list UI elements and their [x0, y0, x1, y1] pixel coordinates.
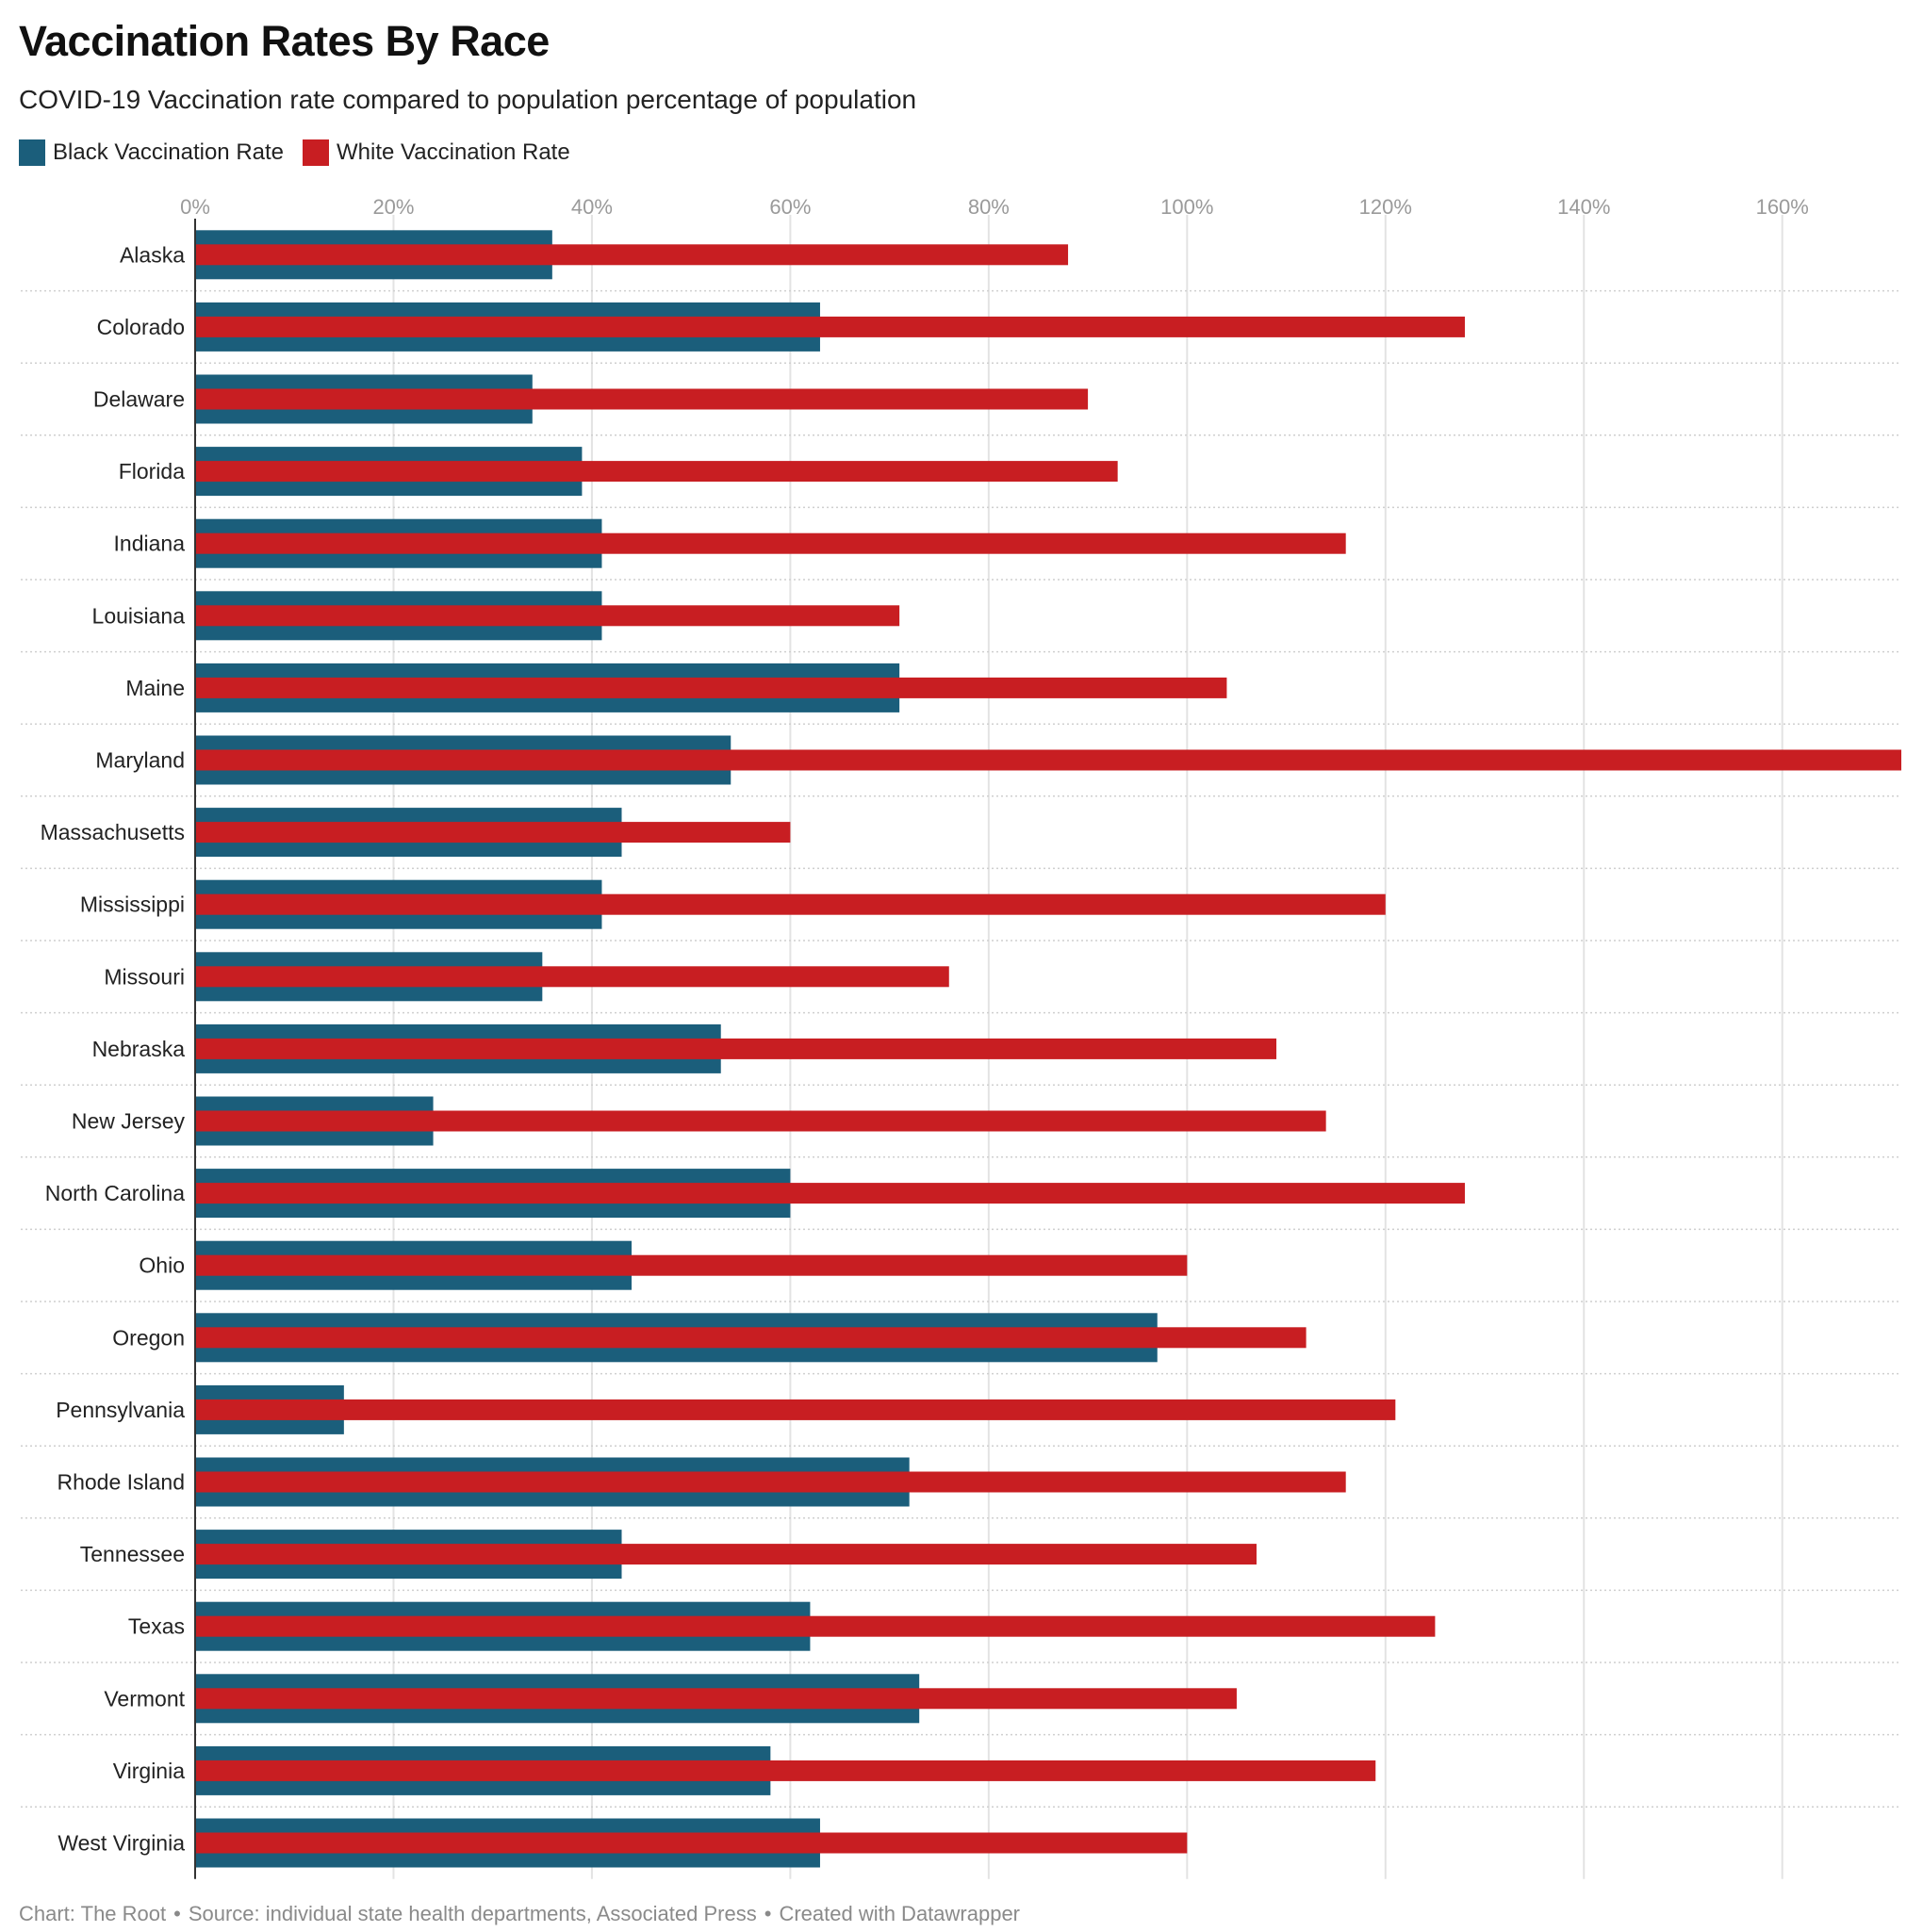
bar-white-oregon: [195, 1327, 1307, 1349]
chart-footer: Chart: The Root • Source: individual state…: [19, 1902, 1020, 1926]
bar-white-maryland: [195, 749, 1901, 771]
chart-title: Vaccination Rates By Race: [19, 17, 550, 65]
category-label: West Virginia: [58, 1831, 185, 1856]
bar-white-rhode-island: [195, 1471, 1346, 1493]
bar-white-missouri: [195, 966, 949, 988]
x-tick-label: 20%: [372, 195, 414, 219]
bar-white-tennessee: [195, 1544, 1257, 1565]
bar-white-massachusetts: [195, 822, 791, 843]
category-label: Pennsylvania: [56, 1398, 185, 1422]
category-label: Virginia: [113, 1759, 185, 1783]
category-label: Massachusetts: [41, 820, 185, 844]
chart-subtitle: COVID-19 Vaccination rate compared to po…: [19, 85, 917, 114]
category-label: North Carolina: [45, 1181, 185, 1205]
bar-white-pennsylvania: [195, 1399, 1396, 1420]
footer-separator: •: [173, 1902, 181, 1925]
bar-white-florida: [195, 461, 1118, 483]
category-label: Vermont: [104, 1686, 185, 1711]
legend-item-black: Black Vaccination Rate: [19, 139, 284, 166]
bar-white-ohio: [195, 1254, 1188, 1276]
bar-white-texas: [195, 1615, 1436, 1637]
x-tick-label: 80%: [968, 195, 1010, 219]
legend: Black Vaccination Rate White Vaccination…: [19, 139, 589, 166]
category-label: Tennessee: [80, 1542, 185, 1566]
category-label: Oregon: [112, 1325, 185, 1350]
bar-white-north-carolina: [195, 1183, 1465, 1204]
x-tick-label: 160%: [1756, 195, 1809, 219]
footer-chart-credit: Chart: The Root: [19, 1902, 167, 1925]
bar-white-colorado: [195, 316, 1465, 337]
footer-tool: Created with Datawrapper: [779, 1902, 1021, 1925]
category-label: Maryland: [95, 748, 185, 773]
legend-item-white: White Vaccination Rate: [303, 139, 570, 166]
bar-white-alaska: [195, 244, 1069, 266]
category-label: Nebraska: [92, 1037, 186, 1061]
category-label: Indiana: [114, 532, 186, 556]
x-tick-label: 0%: [180, 195, 210, 219]
category-label: Florida: [119, 459, 186, 483]
bar-white-louisiana: [195, 605, 900, 627]
footer-source: Source: individual state health departme…: [188, 1902, 757, 1925]
x-tick-label: 60%: [769, 195, 811, 219]
category-label: Colorado: [97, 315, 185, 339]
legend-label-black: Black Vaccination Rate: [53, 139, 285, 165]
bar-white-vermont: [195, 1688, 1237, 1710]
x-tick-label: 120%: [1359, 195, 1412, 219]
x-tick-label: 100%: [1160, 195, 1213, 219]
x-tick-label: 140%: [1557, 195, 1610, 219]
category-label: Delaware: [93, 387, 185, 412]
category-label: Ohio: [139, 1253, 185, 1278]
bar-white-indiana: [195, 532, 1346, 554]
category-label: Missouri: [104, 964, 185, 989]
legend-swatch-black: [19, 139, 45, 166]
bar-white-maine: [195, 677, 1227, 698]
bar-white-west-virginia: [195, 1832, 1188, 1854]
category-label: Mississippi: [80, 892, 185, 917]
bar-white-virginia: [195, 1760, 1376, 1781]
legend-label-white: White Vaccination Rate: [337, 139, 570, 165]
category-label: Texas: [128, 1614, 185, 1639]
bar-white-new-jersey: [195, 1110, 1326, 1132]
bar-white-delaware: [195, 388, 1089, 410]
x-tick-label: 40%: [571, 195, 613, 219]
category-label: New Jersey: [72, 1109, 186, 1134]
bar-white-mississippi: [195, 893, 1386, 915]
category-label: Rhode Island: [57, 1470, 185, 1495]
legend-swatch-white: [303, 139, 330, 166]
category-label: Louisiana: [92, 603, 186, 628]
footer-separator: •: [764, 1902, 772, 1925]
bar-white-nebraska: [195, 1038, 1277, 1059]
category-label: Alaska: [120, 242, 185, 267]
category-label: Maine: [125, 676, 185, 700]
